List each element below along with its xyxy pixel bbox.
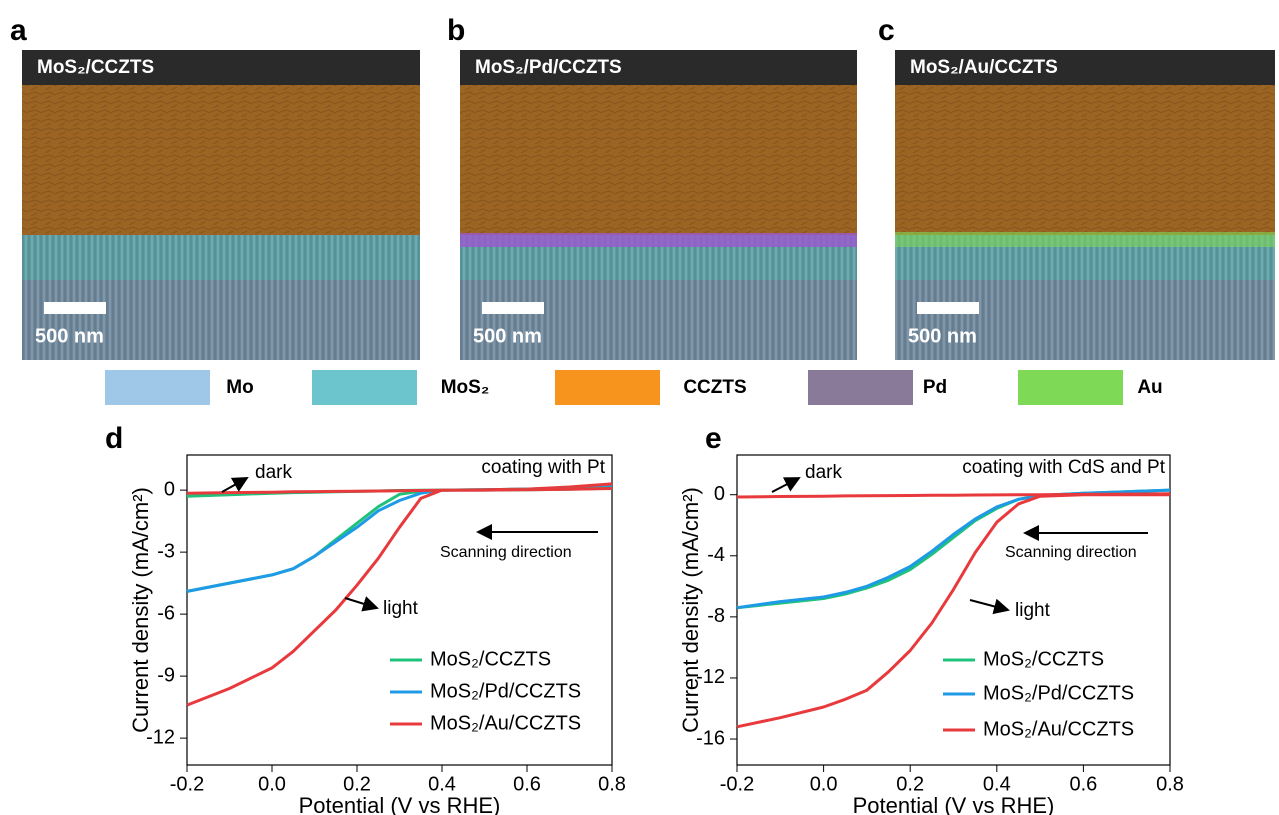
x-axis-title: Potential (V vs RHE)	[299, 793, 501, 815]
x-tick-label: 0.8	[1156, 773, 1184, 795]
sem-label: MoS₂/CCZTS	[37, 57, 154, 78]
x-tick-label: 0.0	[810, 773, 838, 795]
annotation: Scanning direction	[1005, 544, 1137, 561]
y-tick-label: -4	[707, 544, 725, 566]
panel-letter: b	[447, 14, 465, 47]
x-tick-label: -0.2	[170, 773, 204, 795]
y-tick-label: -9	[157, 664, 175, 686]
annotation: dark	[255, 462, 292, 483]
layer-swatch	[555, 370, 660, 405]
scale-label: 500 nm	[908, 325, 977, 347]
sem-label: MoS₂/Pd/CCZTS	[475, 57, 622, 78]
sem-label: MoS₂/Au/CCZTS	[910, 57, 1058, 78]
scale-bar	[482, 302, 544, 314]
annotation: coating with Pt	[481, 457, 605, 478]
y-tick-label: 0	[714, 483, 725, 505]
annotation-arrow	[345, 598, 377, 608]
panel-letter: d	[105, 422, 123, 455]
legend-label: MoS₂/Pd/CCZTS	[430, 680, 581, 702]
x-tick-label: 0.0	[258, 773, 286, 795]
scale-label: 500 nm	[473, 325, 542, 347]
x-axis-title: Potential (V vs RHE)	[853, 793, 1055, 815]
pd-layer	[460, 233, 857, 247]
layer-swatch	[105, 370, 210, 405]
annotation-arrow	[772, 478, 799, 492]
x-tick-label: -0.2	[720, 773, 754, 795]
layer-swatch	[808, 370, 913, 405]
legend-label: MoS₂/Au/CCZTS	[983, 718, 1134, 740]
y-axis-title: Current density (mA/cm²)	[128, 487, 153, 733]
data-line	[187, 486, 612, 591]
scale-bar	[917, 302, 979, 314]
annotation-arrow	[222, 478, 247, 492]
grain-texture	[460, 85, 857, 235]
data-line	[187, 484, 612, 705]
panel-letter: c	[878, 14, 895, 47]
annotation: coating with CdS and Pt	[962, 457, 1166, 478]
figure: a MoS₂/CCZTS 500 nm b MoS₂/Pd/CCZTS 500 nm c Mo…	[0, 0, 1279, 815]
panel-letter: e	[705, 422, 722, 455]
scale-label: 500 nm	[35, 325, 104, 347]
y-tick-label: -6	[157, 602, 175, 624]
y-tick-label: -8	[707, 605, 725, 627]
layer-swatch	[312, 370, 417, 405]
grain-texture	[895, 85, 1275, 235]
layer-swatch	[1018, 370, 1123, 405]
layer-label: Au	[1137, 377, 1162, 398]
layer-label: MoS₂	[441, 377, 490, 398]
legend-label: MoS₂/CCZTS	[983, 648, 1104, 670]
au-layer	[895, 232, 1275, 247]
annotation: Scanning direction	[440, 544, 572, 561]
legend-label: MoS₂/CCZTS	[430, 648, 551, 670]
data-line	[737, 494, 1170, 497]
x-tick-label: 0.6	[1069, 773, 1097, 795]
y-tick-label: 0	[164, 478, 175, 500]
y-axis-title: Current density (mA/cm²)	[678, 487, 703, 733]
grain-texture	[22, 85, 420, 235]
annotation: light	[1015, 600, 1051, 621]
layer-label: Mo	[226, 377, 253, 398]
annotation-arrow	[970, 600, 1008, 610]
legend-label: MoS₂/Au/CCZTS	[430, 712, 581, 734]
panel-letter: a	[10, 14, 27, 47]
scale-bar	[44, 302, 106, 314]
annotation: dark	[805, 462, 842, 483]
y-tick-label: -3	[157, 540, 175, 562]
layer-label: Pd	[923, 377, 947, 398]
x-tick-label: 0.8	[598, 773, 626, 795]
x-tick-label: 0.6	[513, 773, 541, 795]
legend-label: MoS₂/Pd/CCZTS	[983, 682, 1134, 704]
annotation: light	[383, 598, 419, 619]
layer-label: CCZTS	[683, 377, 746, 398]
